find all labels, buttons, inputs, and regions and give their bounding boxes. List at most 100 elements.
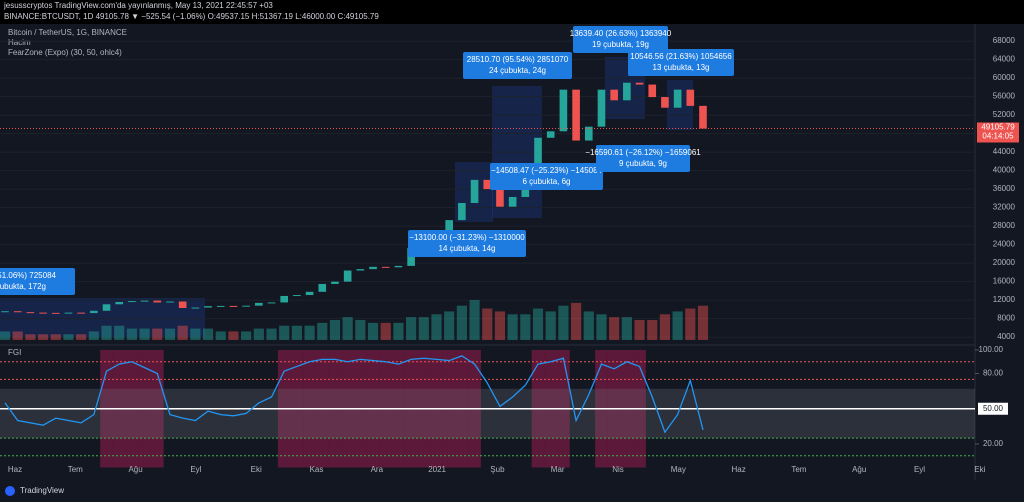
candle [699, 105, 707, 129]
y-tick-label: 36000 [993, 184, 1016, 193]
price-tag-text: 49105.79 [981, 123, 1015, 132]
measure-text: 10546.56 (21.63%) 1054656 [630, 52, 732, 61]
y-tick-label: 40000 [993, 166, 1016, 175]
candle [331, 281, 339, 284]
candle [356, 269, 365, 271]
candle [394, 265, 403, 268]
volume-bar [596, 314, 607, 340]
measure-zone [0, 298, 205, 338]
volume-bar [520, 314, 531, 340]
measure-text: 6 çubukta, 6g [522, 177, 570, 186]
candle [242, 305, 250, 307]
header-bar [0, 0, 1024, 24]
volume-bar [215, 331, 226, 340]
x-tick-label: Tem [791, 465, 806, 474]
x-tick-label: Eyl [190, 465, 201, 474]
measure-text: 9 çubukta, 9g [619, 159, 667, 168]
volume-bar [609, 317, 620, 340]
volume-bar [685, 308, 696, 340]
candle [470, 179, 479, 203]
y-tick-label: 52000 [993, 110, 1016, 119]
candle [546, 131, 555, 138]
x-tick-label: 2021 [428, 465, 446, 474]
volume-bar [494, 311, 506, 340]
y-tick-label: 60000 [993, 73, 1016, 82]
candle [661, 97, 669, 108]
measure-text: 14 çubukta, 14g [439, 244, 496, 253]
volume-bar [456, 305, 467, 340]
candle [369, 266, 377, 270]
y-tick-label: 68000 [993, 36, 1016, 45]
volume-bar [532, 308, 544, 340]
header-line2: BINANCE:BTCUSDT, 1D 49105.78 ▼ −525.54 (… [4, 12, 379, 21]
volume-bar [241, 331, 252, 340]
header-line1: jesusscryptos TradingView.com'da yayınla… [3, 1, 273, 10]
y-tick-label: 64000 [993, 55, 1016, 64]
volume-bar [76, 334, 87, 340]
volume-bar [317, 322, 328, 340]
candle [204, 306, 212, 308]
candle [635, 82, 644, 85]
candle [229, 305, 238, 307]
volume-bar [672, 311, 683, 340]
x-tick-label: Haz [8, 465, 22, 474]
volume-bar [25, 334, 36, 340]
volume-bar [342, 317, 353, 340]
measure-text: −16590.61 (−26.12%) −1659061 [585, 148, 701, 157]
candle [153, 300, 162, 303]
candle [318, 283, 327, 292]
volume-bar [152, 328, 163, 340]
candle [458, 202, 466, 221]
measure-text: −13100.00 (−31.23%) −1310000 [409, 233, 525, 242]
volume-bar [253, 328, 264, 340]
measure-text: 34 (151.06%) 725084 [0, 271, 57, 280]
candle [280, 295, 289, 303]
candle [623, 82, 631, 101]
legend-item: FearZone (Expo) (30, 50, ohlc4) [8, 48, 122, 57]
x-tick-label: Eki [974, 465, 985, 474]
candle [572, 89, 580, 141]
volume-bar [367, 322, 379, 340]
legend-item: Bitcoin / TetherUS, 1G, BINANCE [8, 28, 127, 37]
candle [534, 137, 542, 177]
x-tick-label: Tem [68, 465, 83, 474]
footer-text: TradingView [20, 486, 64, 495]
x-tick-label: Ara [371, 465, 384, 474]
logo [5, 486, 15, 496]
candle [648, 84, 657, 98]
fgi-band [0, 388, 975, 439]
measure-label [573, 26, 668, 53]
measure-text: 24 çubukta, 24g [489, 66, 546, 75]
measure-text: −14508.47 (−25.23%) −145084 [491, 166, 603, 175]
volume-bar [469, 300, 480, 340]
y2-tick-label: 100.00 [979, 345, 1004, 354]
candle [64, 312, 73, 314]
volume-bar [621, 317, 632, 340]
candle [305, 291, 314, 296]
measure-label [0, 268, 75, 295]
candle [26, 312, 35, 314]
volume-bar [659, 314, 671, 340]
volume-bar [431, 314, 442, 340]
volume-bar [380, 322, 391, 340]
volume-bar [545, 311, 556, 340]
y2-tick-label: 50.00 [983, 404, 1004, 413]
candle [77, 312, 85, 314]
volume-bar [507, 314, 518, 340]
candle [610, 89, 618, 101]
candle [13, 311, 22, 313]
y-tick-label: 24000 [993, 240, 1016, 249]
volume-bar [177, 325, 188, 340]
volume-bar [697, 305, 709, 340]
footer [0, 480, 1024, 502]
fgi-title: FGI [8, 348, 21, 357]
candle [255, 302, 263, 306]
y-tick-label: 56000 [993, 92, 1016, 101]
volume-bar [571, 302, 582, 340]
candle [178, 301, 187, 308]
x-tick-label: Eki [251, 465, 262, 474]
volume-bar [406, 317, 417, 340]
volume-bar [355, 320, 366, 340]
x-tick-label: Ağu [852, 465, 866, 474]
y-tick-label: 16000 [993, 277, 1016, 286]
